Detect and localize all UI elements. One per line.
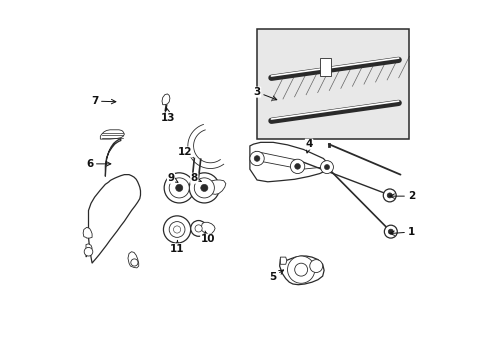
Circle shape xyxy=(169,178,189,198)
Circle shape xyxy=(254,156,260,161)
Text: 11: 11 xyxy=(170,240,184,254)
Circle shape xyxy=(309,260,322,273)
Polygon shape xyxy=(88,175,140,263)
Circle shape xyxy=(169,222,184,237)
Polygon shape xyxy=(100,130,124,139)
Circle shape xyxy=(386,193,391,198)
Circle shape xyxy=(249,151,264,166)
Circle shape xyxy=(189,173,219,203)
Polygon shape xyxy=(83,227,92,238)
Circle shape xyxy=(384,225,396,238)
Circle shape xyxy=(287,256,314,283)
Circle shape xyxy=(175,184,183,192)
Circle shape xyxy=(164,173,194,203)
Text: 5: 5 xyxy=(269,270,283,282)
Circle shape xyxy=(194,178,214,198)
Circle shape xyxy=(201,184,207,192)
Text: 13: 13 xyxy=(161,108,175,123)
Polygon shape xyxy=(128,252,139,268)
Text: 4: 4 xyxy=(305,139,312,153)
Text: 1: 1 xyxy=(389,227,414,237)
Polygon shape xyxy=(201,222,215,234)
Polygon shape xyxy=(280,257,286,264)
Polygon shape xyxy=(249,142,330,182)
Circle shape xyxy=(383,189,395,202)
Bar xyxy=(257,30,408,139)
Circle shape xyxy=(190,221,206,236)
Circle shape xyxy=(290,159,304,174)
Circle shape xyxy=(131,259,138,266)
Polygon shape xyxy=(105,139,121,176)
Polygon shape xyxy=(279,256,324,285)
Text: 10: 10 xyxy=(200,231,215,244)
Circle shape xyxy=(84,247,93,256)
Text: 12: 12 xyxy=(178,147,193,157)
Text: 6: 6 xyxy=(86,159,111,169)
Text: 2: 2 xyxy=(389,191,414,201)
Circle shape xyxy=(294,163,300,169)
Circle shape xyxy=(320,161,333,174)
Text: 3: 3 xyxy=(253,87,276,100)
Circle shape xyxy=(324,165,329,170)
Polygon shape xyxy=(207,180,225,194)
Bar xyxy=(319,58,330,76)
Circle shape xyxy=(387,229,392,234)
Polygon shape xyxy=(86,244,92,257)
Circle shape xyxy=(195,225,202,232)
Polygon shape xyxy=(162,94,169,105)
Text: 9: 9 xyxy=(167,173,178,183)
Circle shape xyxy=(173,226,180,233)
Circle shape xyxy=(163,216,190,243)
Text: 8: 8 xyxy=(190,173,201,183)
Text: 7: 7 xyxy=(91,96,116,106)
Circle shape xyxy=(294,263,307,276)
